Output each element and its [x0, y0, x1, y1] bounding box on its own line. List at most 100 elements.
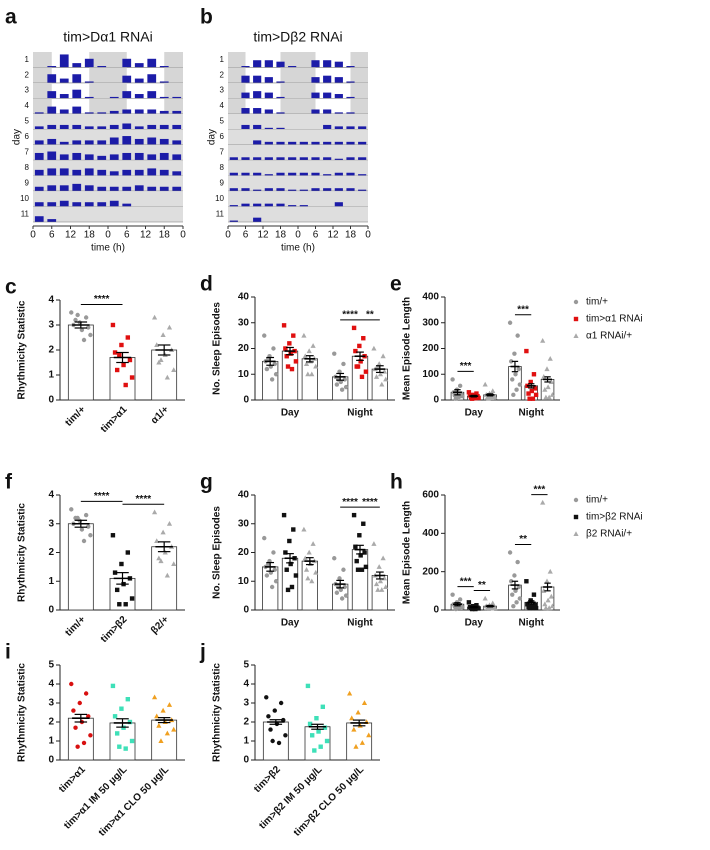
x-tick-label: tim>α1: [57, 764, 88, 795]
data-point: [547, 356, 553, 361]
panel-letter: d: [200, 273, 213, 296]
data-point: [361, 521, 366, 526]
data-point: [490, 388, 496, 393]
data-point: [164, 572, 170, 578]
data-point: [380, 555, 386, 561]
data-point: [371, 541, 377, 546]
y-tick-label: 5: [48, 660, 54, 671]
x-tick-label: Night: [518, 408, 544, 419]
data-point: [156, 359, 162, 365]
data-point: [117, 602, 122, 607]
activity-bar: [323, 174, 332, 176]
y-tick-label: 10: [238, 576, 250, 587]
data-point: [353, 544, 358, 549]
data-point: [511, 392, 516, 398]
data-point: [547, 568, 553, 574]
panel-letter: e: [390, 273, 402, 296]
legend-label: α1 RNAi/+: [586, 331, 632, 342]
y-tick-label: 20: [238, 547, 250, 558]
data-point: [512, 351, 517, 356]
data-point: [359, 567, 365, 572]
activity-bar: [276, 157, 285, 161]
activity-bar: [288, 66, 297, 68]
data-point: [81, 337, 87, 343]
activity-bar: [276, 127, 285, 130]
data-point: [474, 391, 479, 396]
activity-bar: [72, 140, 82, 145]
activity-bar: [172, 110, 182, 114]
data-point: [117, 744, 122, 749]
data-point: [510, 592, 515, 597]
activity-bar: [84, 126, 94, 130]
data-point: [284, 354, 289, 359]
activity-bar: [72, 202, 82, 207]
y-axis-label: day: [12, 129, 23, 145]
data-point: [313, 363, 319, 369]
data-point: [357, 343, 362, 349]
dark-shading: [33, 175, 183, 192]
activity-bar: [97, 140, 107, 145]
y-tick-label: 1: [243, 736, 249, 747]
data-point: [540, 337, 546, 343]
day-label: 4: [25, 101, 30, 110]
y-tick-label: 400: [422, 292, 439, 303]
bar: [67, 717, 94, 761]
data-point: [343, 593, 349, 598]
activity-bar: [122, 58, 132, 68]
y-axis-label: Rhythmicity Statistic: [17, 503, 28, 602]
data-point: [79, 327, 85, 333]
data-point: [545, 384, 551, 390]
x-axis-label: time (h): [91, 243, 125, 254]
activity-bar: [311, 157, 320, 161]
y-tick-label: 1: [48, 370, 54, 381]
activity-bar: [147, 74, 157, 83]
y-axis-label: Mean Episode Length: [402, 501, 413, 604]
data-point: [466, 390, 472, 395]
y-tick-label: 30: [238, 518, 250, 529]
data-point: [351, 325, 357, 331]
dark-shading: [228, 67, 246, 83]
activity-bar: [122, 203, 132, 207]
day-label: 6: [220, 132, 225, 141]
activity-bar: [134, 94, 144, 99]
data-point: [287, 538, 292, 544]
data-point: [525, 602, 530, 607]
data-point: [110, 683, 116, 689]
activity-bar: [264, 188, 273, 192]
dark-shading: [228, 52, 246, 68]
dark-shading: [33, 206, 183, 222]
dark-shading: [350, 67, 368, 83]
activity-bar: [334, 61, 343, 68]
data-point: [474, 603, 479, 608]
data-point: [110, 533, 116, 538]
data-point: [283, 733, 288, 738]
activity-bar: [358, 174, 367, 176]
data-point: [529, 388, 534, 394]
activity-bar: [159, 124, 169, 130]
data-point: [542, 601, 548, 607]
data-point: [285, 587, 291, 593]
data-point: [156, 723, 162, 728]
activity-bar: [134, 138, 144, 145]
dark-shading: [280, 52, 316, 68]
dark-shading: [228, 113, 368, 130]
data-point: [69, 310, 74, 315]
x-tick-label: 0: [105, 230, 111, 241]
data-point: [343, 384, 349, 390]
activity-bar: [358, 189, 367, 192]
activity-bar: [229, 205, 238, 207]
activity-bar: [253, 124, 262, 130]
activity-bar: [253, 60, 262, 68]
activity-bar: [72, 89, 82, 99]
x-tick-label: Day: [281, 408, 300, 419]
data-point: [281, 512, 287, 518]
data-point: [450, 377, 455, 382]
x-tick-label: 6: [49, 230, 55, 241]
activity-bar: [34, 126, 44, 130]
y-tick-label: 0: [48, 395, 54, 406]
data-point: [545, 597, 551, 603]
x-tick-label: 12: [140, 230, 152, 241]
data-point: [511, 603, 516, 609]
activity-bar: [134, 185, 144, 192]
x-tick-label: 12: [257, 230, 269, 241]
